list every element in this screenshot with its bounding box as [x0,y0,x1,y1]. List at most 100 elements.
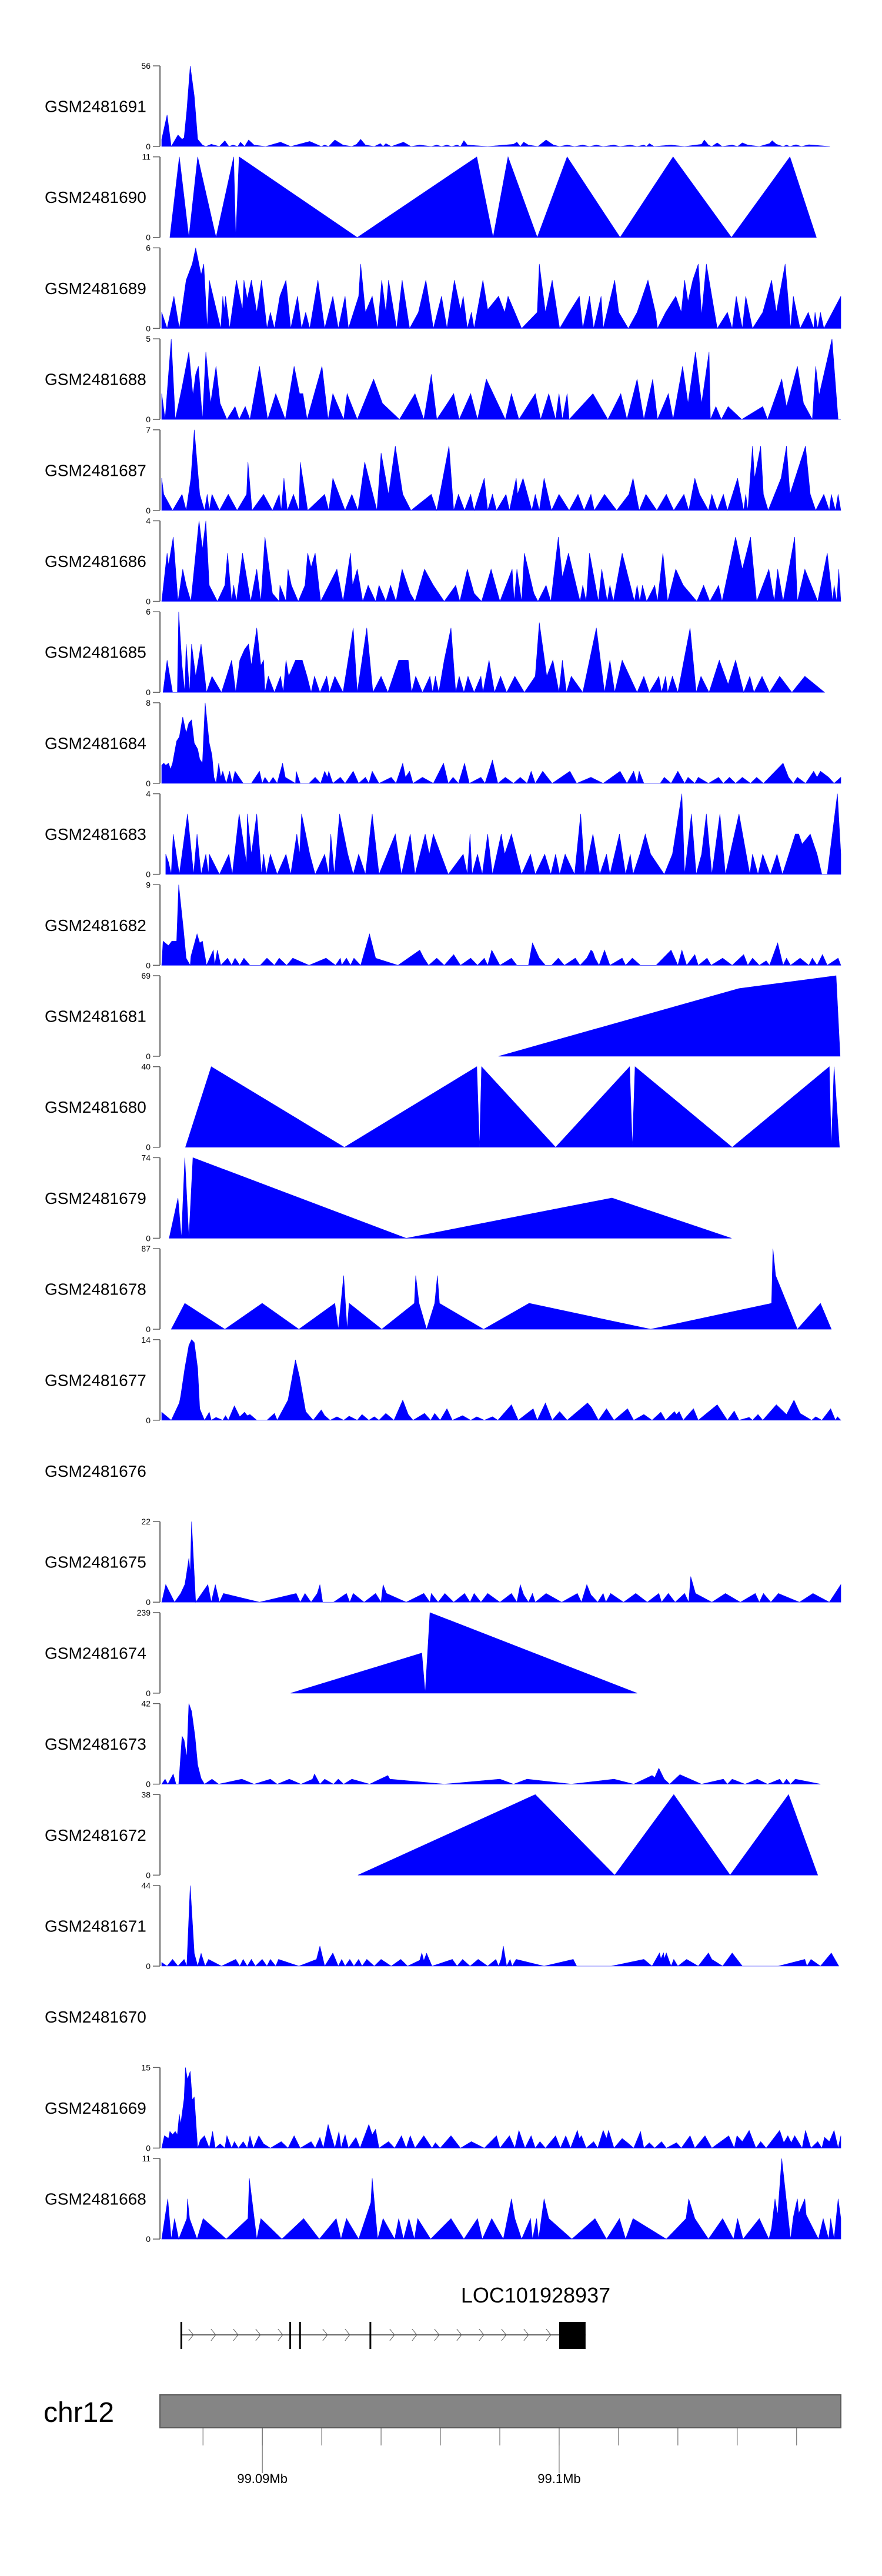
coverage-area [290,1612,637,1694]
gene-exon [369,2322,372,2349]
track-GSM2481686: GSM2481686 4 0 [45,516,841,606]
y-tick-label-zero: 0 [146,1961,151,1971]
coverage-tracks: GSM2481691560GSM2481690110GSM248168960GS… [45,61,841,2244]
track-GSM2481677: GSM2481677 14 0 [45,1335,841,1425]
strand-arrow-icon [501,2328,507,2341]
track-label: GSM2481678 [45,1280,146,1299]
y-tick-label-max: 56 [141,61,151,71]
y-tick-label-max: 239 [137,1608,151,1617]
track-label: GSM2481676 [45,1462,146,1480]
track-label: GSM2481691 [45,98,146,116]
y-tick-label-zero: 0 [146,1870,151,1880]
track-label: GSM2481682 [45,916,146,935]
strand-arrow-icon [322,2328,328,2341]
track-label: GSM2481674 [45,1644,146,1662]
y-tick-label-zero: 0 [146,1689,151,1698]
strand-arrow-icon [211,2328,216,2341]
y-tick-label-zero: 0 [146,506,151,515]
strand-arrow-icon [479,2328,485,2341]
strand-arrow-icon [278,2328,283,2341]
chromosome-label: chr12 [44,2397,114,2428]
y-tick-label-max: 4 [146,516,151,526]
chromosome-bar [159,2394,841,2428]
track-GSM2481684: GSM2481684 8 0 [45,698,841,788]
track-GSM2481685: GSM2481685 6 0 [45,607,826,697]
y-tick-label-max: 44 [141,1881,151,1890]
coverage-area [161,1521,841,1603]
track-GSM2481691: GSM2481691 56 0 [45,61,830,151]
y-tick-label-zero: 0 [146,2234,151,2244]
strand-arrow-icon [188,2328,194,2341]
y-tick-label-max: 42 [141,1699,151,1709]
axis-tick-label: 99.09Mb [237,2471,288,2486]
y-tick-label-zero: 0 [146,597,151,606]
y-tick-label-zero: 0 [146,870,151,879]
y-tick-label-zero: 0 [146,1233,151,1243]
strand-arrow-icon [523,2328,529,2341]
track-GSM2481689: GSM2481689 6 0 [45,243,841,333]
y-tick-label-zero: 0 [146,1324,151,1334]
y-tick-label-zero: 0 [146,1416,151,1425]
strand-arrow-icon [233,2328,239,2341]
track-label: GSM2481690 [45,188,146,206]
y-tick-label-max: 74 [141,1153,151,1162]
y-tick-label-zero: 0 [146,960,151,970]
coverage-area [161,520,841,602]
y-tick-label-max: 7 [146,425,151,435]
y-tick-label-max: 15 [141,2063,151,2072]
track-GSM2481678: GSM2481678 87 0 [45,1244,832,1334]
y-tick-label-max: 11 [142,152,151,162]
track-GSM2481669: GSM2481669 15 0 [45,2063,841,2153]
y-tick-label-max: 9 [146,880,151,889]
coverage-area [161,1703,821,1785]
coverage-area [161,339,841,421]
track-GSM2481675: GSM2481675 22 0 [45,1517,841,1607]
coverage-area [169,156,817,238]
coverage-area [171,1249,832,1330]
track-label: GSM2481688 [45,371,146,389]
y-tick-label-zero: 0 [146,142,151,151]
y-tick-label-zero: 0 [146,1052,151,1061]
coverage-area [165,793,841,875]
y-tick-label-max: 8 [146,698,151,708]
strand-arrow-icon [345,2328,350,2341]
y-tick-label-zero: 0 [146,415,151,424]
y-tick-label-max: 87 [141,1244,151,1253]
track-GSM2481672: GSM2481672 38 0 [45,1790,818,1880]
gene-exon [299,2322,301,2349]
track-label: GSM2481672 [45,1826,146,1844]
coverage-area [161,885,841,966]
track-GSM2481687: GSM2481687 7 0 [45,425,841,515]
coverage-area [185,1066,840,1148]
y-tick-label-zero: 0 [146,2143,151,2153]
track-GSM2481688: GSM2481688 5 0 [45,334,841,424]
gene-exon [289,2322,292,2349]
y-tick-label-max: 40 [141,1062,151,1072]
y-tick-label-max: 11 [142,2154,151,2163]
track-label: GSM2481687 [45,461,146,479]
y-tick-label-zero: 0 [146,779,151,788]
gene-exon [559,2322,586,2349]
y-tick-label-max: 38 [141,1790,151,1799]
track-label: GSM2481671 [45,1917,146,1936]
strand-arrow-icon [389,2328,395,2341]
track-label: GSM2481686 [45,552,146,570]
y-tick-label-zero: 0 [146,233,151,242]
track-GSM2481681: GSM2481681 69 0 [45,971,841,1061]
strand-arrow-icon [546,2328,552,2341]
track-label: GSM2481669 [45,2099,146,2117]
track-label: GSM2481675 [45,1553,146,1571]
track-GSM2481668: GSM2481668 11 0 [45,2154,841,2244]
y-tick-label-max: 14 [141,1335,151,1344]
coverage-area [161,1885,840,1967]
track-label: GSM2481668 [45,2190,146,2208]
track-label: GSM2481679 [45,1189,146,1207]
y-tick-label-zero: 0 [146,1597,151,1607]
y-tick-label-max: 22 [141,1517,151,1526]
track-GSM2481683: GSM2481683 4 0 [45,789,841,879]
gene-label: LOC101928937 [461,2283,610,2307]
coverage-area [161,702,841,785]
track-GSM2481676: GSM2481676 [45,1462,146,1480]
strand-arrow-icon [456,2328,462,2341]
